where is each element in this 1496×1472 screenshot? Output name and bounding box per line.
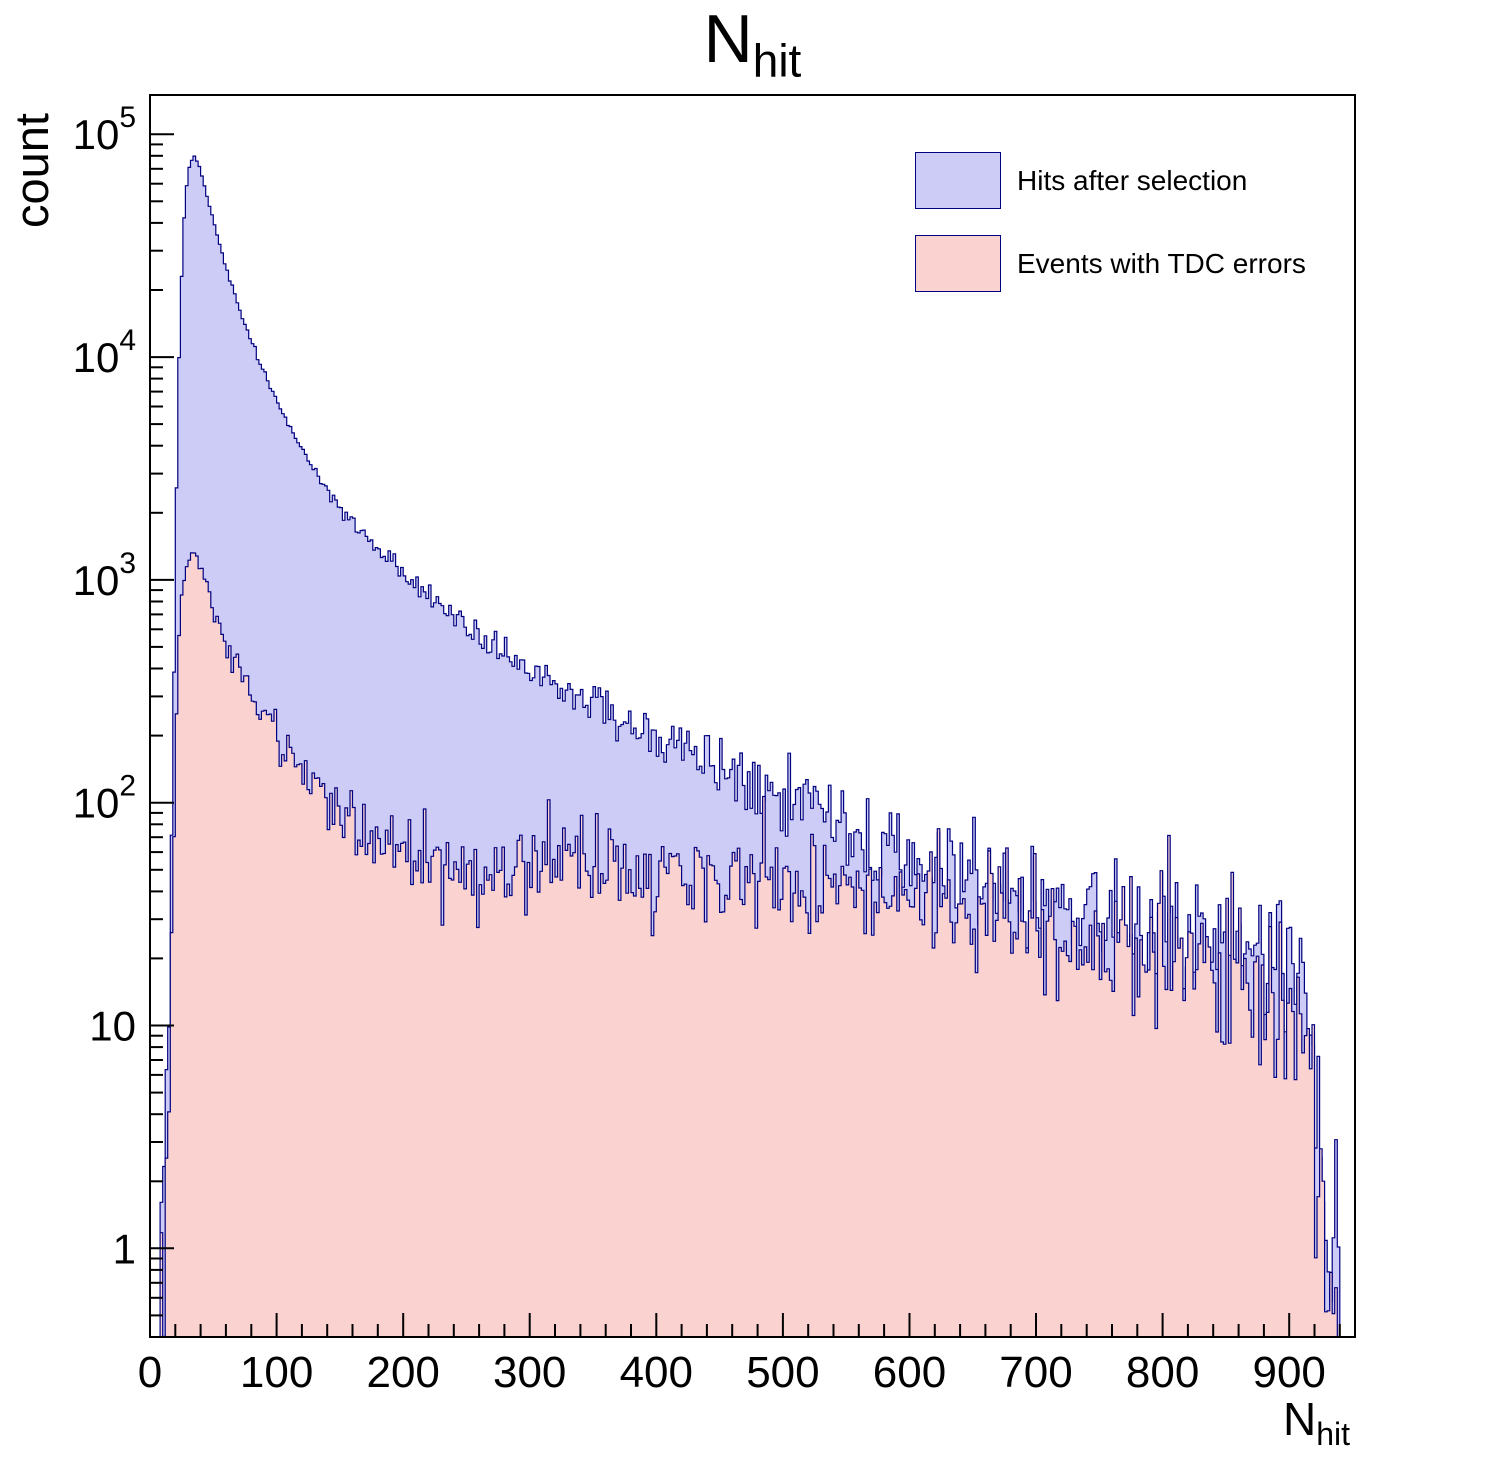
legend: Hits after selection Events with TDC err…	[915, 152, 1306, 318]
x-tick-label: 500	[746, 1348, 819, 1397]
y-axis-ticks	[150, 133, 174, 1317]
y-axis-tick-labels: 1 10 102 103 104 105	[73, 101, 136, 1272]
y-tick-label: 102	[73, 770, 136, 827]
legend-label-tdc-errors: Events with TDC errors	[1017, 247, 1306, 279]
y-tick-label: 1	[113, 1225, 136, 1272]
chart-title: Nhit	[150, 2, 1355, 86]
x-tick-label: 0	[138, 1348, 162, 1397]
x-tick-label: 300	[493, 1348, 566, 1397]
legend-label-hits-after-selection: Hits after selection	[1017, 164, 1248, 196]
y-tick-label: 103	[73, 547, 136, 604]
axes	[149, 94, 1356, 1338]
plot-frame	[149, 94, 1356, 1338]
y-tick-label: 10	[89, 1003, 136, 1050]
y-axis-title: count	[5, 113, 58, 228]
x-axis-tick-labels: 0 100 200 300 400 500 600 700 800 900	[138, 1348, 1326, 1397]
legend-swatch-hits-after-selection	[915, 152, 1001, 209]
y-tick-label: 105	[73, 101, 136, 158]
x-tick-label: 600	[873, 1348, 946, 1397]
x-tick-label: 800	[1126, 1348, 1199, 1397]
legend-swatch-tdc-errors	[915, 235, 1001, 292]
x-axis-title: Nhit	[1283, 1392, 1350, 1453]
chart-title-main: N	[703, 1, 753, 77]
legend-item-hits-after-selection: Hits after selection	[915, 152, 1306, 209]
chart-title-sub: hit	[752, 34, 802, 87]
x-tick-label: 700	[999, 1348, 1072, 1397]
legend-item-tdc-errors: Events with TDC errors	[915, 235, 1306, 292]
x-axis-title-main: N	[1283, 1393, 1317, 1445]
x-tick-label: 200	[366, 1348, 439, 1397]
x-axis-title-sub: hit	[1316, 1416, 1351, 1453]
x-tick-label: 400	[620, 1348, 693, 1397]
x-axis-ticks	[149, 1313, 1341, 1337]
series-tdc-errors	[150, 552, 1355, 1338]
x-tick-label: 900	[1252, 1348, 1325, 1397]
y-tick-label: 104	[73, 324, 136, 381]
x-tick-label: 100	[240, 1348, 313, 1397]
